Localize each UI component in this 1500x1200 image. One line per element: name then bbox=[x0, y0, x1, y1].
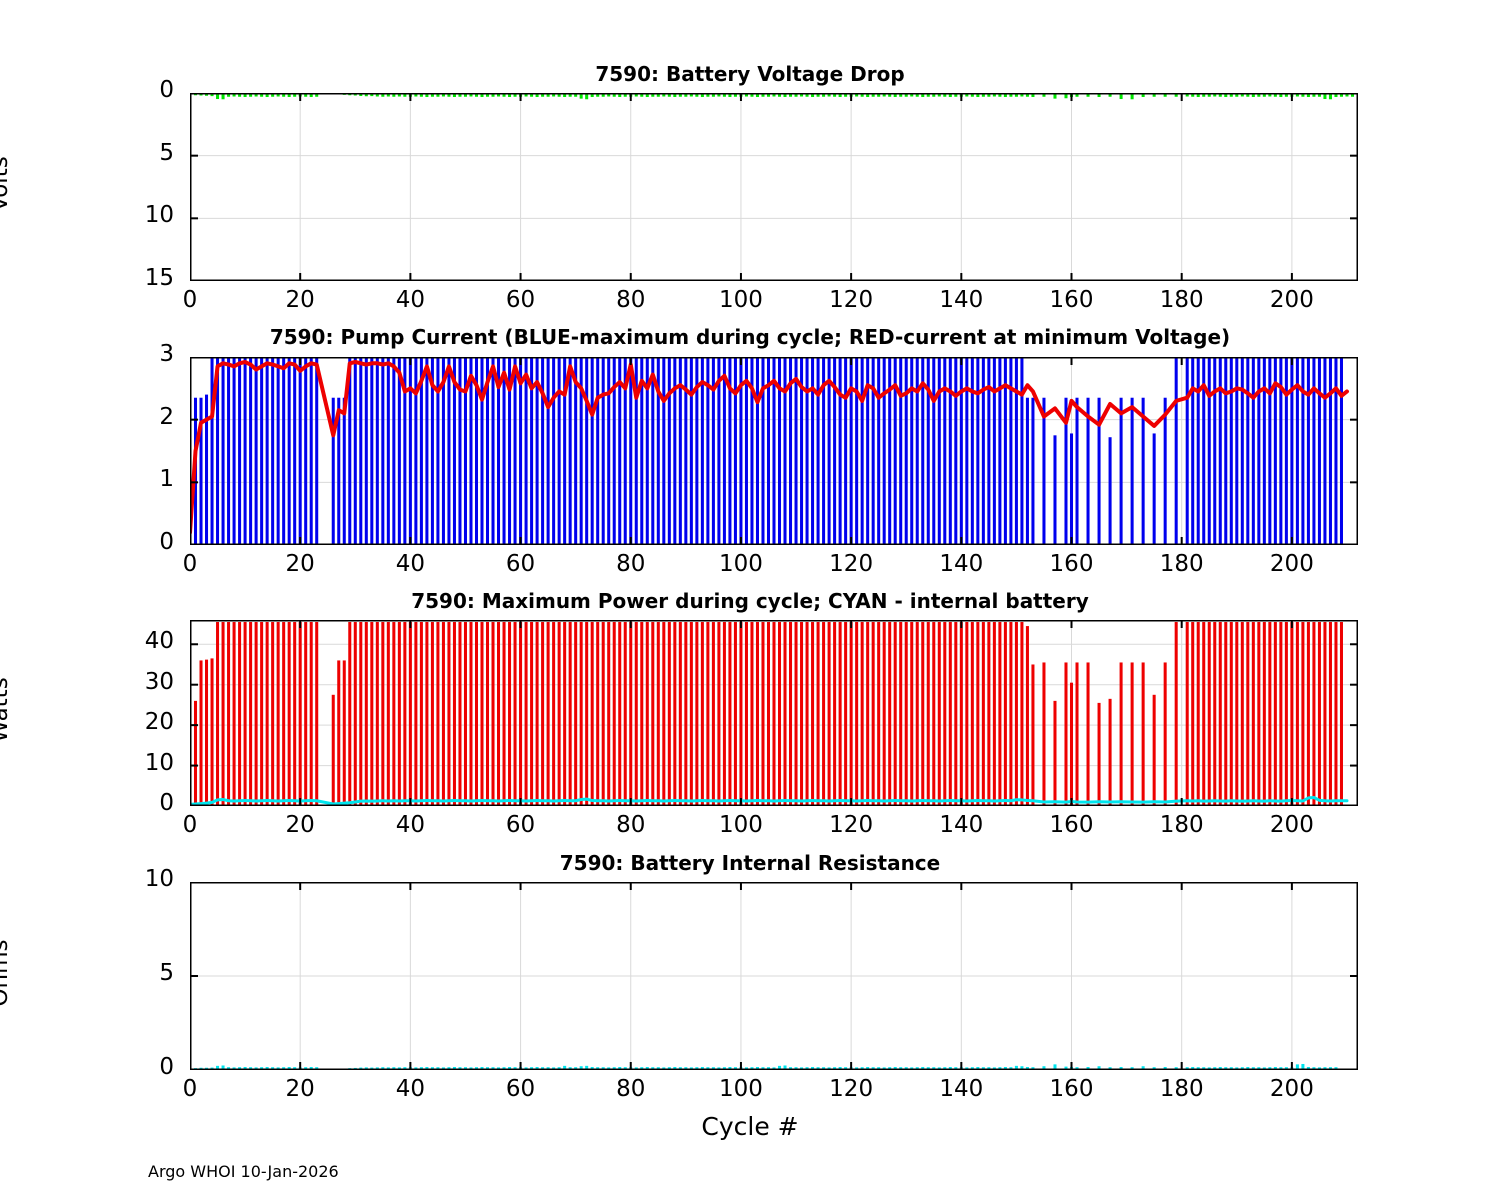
x-tick-label: 160 bbox=[1049, 551, 1094, 577]
plot-area-maximum-power bbox=[190, 620, 1358, 806]
x-axis-label: Cycle # bbox=[701, 1112, 799, 1141]
x-tick-label: 80 bbox=[616, 287, 646, 313]
x-tick-label: 180 bbox=[1159, 287, 1204, 313]
y-axis-label-maximum-power: Watts bbox=[0, 677, 13, 743]
x-tick-label: 100 bbox=[718, 287, 763, 313]
x-tick-label: 200 bbox=[1269, 1076, 1314, 1102]
x-tick-label: 120 bbox=[829, 1076, 874, 1102]
x-tick-label: 40 bbox=[395, 812, 426, 838]
y-tick-label: 2 bbox=[159, 403, 174, 430]
panel-title-maximum-power: 7590: Maximum Power during cycle; CYAN -… bbox=[411, 589, 1089, 613]
x-tick-label: 180 bbox=[1159, 812, 1204, 838]
x-tick-label: 80 bbox=[616, 1076, 646, 1102]
x-tick-label: 0 bbox=[182, 551, 198, 577]
x-tick-label: 160 bbox=[1049, 812, 1094, 838]
y-tick-label: 1 bbox=[159, 466, 174, 493]
x-tick-label: 40 bbox=[395, 287, 426, 313]
y-tick-label: 0 bbox=[159, 1054, 174, 1080]
y-tick-label: 5 bbox=[159, 960, 174, 986]
x-tick-label: 140 bbox=[939, 287, 984, 313]
x-tick-label: 0 bbox=[182, 812, 198, 838]
plot-area-battery-internal-resistance bbox=[190, 882, 1358, 1070]
figure-footer: Argo WHOI 10-Jan-2026 bbox=[148, 1162, 339, 1181]
x-tick-label: 200 bbox=[1269, 287, 1314, 313]
x-tick-label: 120 bbox=[829, 287, 874, 313]
line-series-internal-battery-power bbox=[190, 796, 1349, 806]
line-series-pump-current-at-minimum-voltage bbox=[190, 360, 1349, 535]
y-tick-label: 0 bbox=[159, 77, 174, 103]
x-tick-label: 120 bbox=[829, 812, 874, 838]
y-axis-label-battery-internal-resistance: Ohms bbox=[0, 939, 13, 1007]
x-tick-label: 100 bbox=[718, 812, 763, 838]
x-tick-label: 60 bbox=[505, 1076, 536, 1102]
x-tick-label: 200 bbox=[1269, 551, 1314, 577]
y-tick-label: 10 bbox=[144, 866, 174, 892]
x-tick-label: 200 bbox=[1269, 812, 1314, 838]
y-tick-label: 40 bbox=[144, 628, 174, 655]
panel-title-pump-current: 7590: Pump Current (BLUE-maximum during … bbox=[269, 325, 1231, 349]
x-tick-label: 180 bbox=[1159, 1076, 1204, 1102]
y-tick-label: 15 bbox=[144, 265, 174, 291]
x-tick-label: 20 bbox=[285, 812, 315, 838]
x-tick-label: 140 bbox=[939, 812, 984, 838]
x-tick-label: 100 bbox=[718, 1076, 763, 1102]
x-tick-label: 0 bbox=[182, 287, 198, 313]
y-tick-label: 3 bbox=[159, 341, 174, 367]
x-tick-label: 60 bbox=[505, 551, 536, 577]
y-tick-label: 0 bbox=[159, 529, 174, 555]
bar-series-maximum-power-during-cycle bbox=[190, 622, 1343, 806]
x-tick-label: 180 bbox=[1159, 551, 1204, 577]
x-tick-label: 20 bbox=[285, 1076, 315, 1102]
x-tick-label: 40 bbox=[395, 1076, 426, 1102]
x-tick-label: 20 bbox=[285, 551, 315, 577]
x-tick-label: 60 bbox=[505, 812, 536, 838]
x-tick-label: 0 bbox=[182, 1076, 198, 1102]
x-tick-label: 100 bbox=[718, 551, 763, 577]
x-tick-label: 60 bbox=[505, 287, 536, 313]
x-tick-label: 80 bbox=[616, 812, 646, 838]
x-tick-label: 160 bbox=[1049, 287, 1094, 313]
y-tick-label: 5 bbox=[159, 139, 174, 166]
y-tick-label: 30 bbox=[144, 668, 174, 695]
panel-title-battery-internal-resistance: 7590: Battery Internal Resistance bbox=[559, 851, 941, 875]
y-tick-label: 10 bbox=[144, 749, 174, 776]
plot-area-battery-voltage-drop bbox=[190, 93, 1358, 281]
x-tick-label: 40 bbox=[395, 551, 426, 577]
x-tick-label: 20 bbox=[285, 287, 315, 313]
x-tick-label: 140 bbox=[939, 1076, 984, 1102]
y-tick-label: 20 bbox=[144, 709, 174, 736]
panel-title-battery-voltage-drop: 7590: Battery Voltage Drop bbox=[595, 62, 905, 86]
x-tick-label: 80 bbox=[616, 551, 646, 577]
y-axis-label-battery-voltage-drop: Volts bbox=[0, 156, 13, 212]
x-tick-label: 120 bbox=[829, 551, 874, 577]
plot-area-pump-current bbox=[190, 357, 1358, 545]
y-tick-label: 0 bbox=[159, 790, 174, 816]
x-tick-label: 160 bbox=[1049, 1076, 1094, 1102]
x-tick-label: 140 bbox=[939, 551, 984, 577]
bar-series-pump-current-maximum-during-cycle bbox=[190, 357, 1343, 545]
y-tick-label: 10 bbox=[144, 202, 174, 229]
